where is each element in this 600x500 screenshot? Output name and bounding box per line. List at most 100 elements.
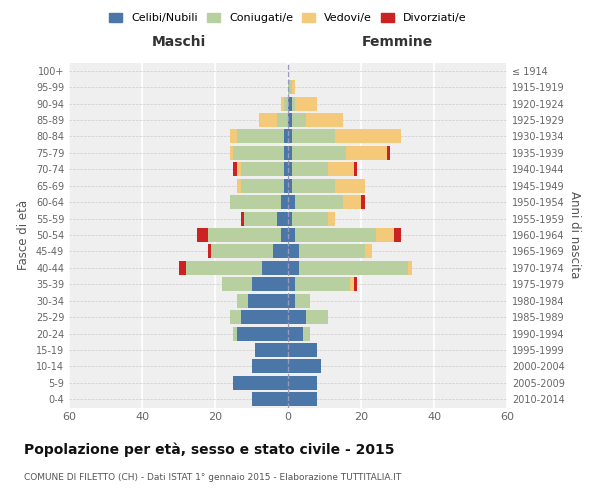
Bar — [288, 261, 299, 275]
Bar — [299, 244, 365, 258]
Bar — [251, 392, 288, 406]
Bar — [376, 228, 394, 242]
Bar — [302, 326, 310, 340]
Bar — [241, 310, 288, 324]
Bar — [277, 212, 288, 226]
Bar — [292, 96, 295, 110]
Bar — [251, 360, 288, 374]
Bar — [295, 294, 310, 308]
Y-axis label: Anni di nascita: Anni di nascita — [568, 192, 581, 278]
Text: Femmine: Femmine — [362, 36, 433, 50]
Bar — [248, 294, 288, 308]
Bar — [288, 130, 292, 143]
Text: COMUNE DI FILETTO (CH) - Dati ISTAT 1° gennaio 2015 - Elaborazione TUTTITALIA.IT: COMUNE DI FILETTO (CH) - Dati ISTAT 1° g… — [24, 472, 401, 482]
Bar — [284, 178, 288, 192]
Bar — [292, 178, 335, 192]
Bar — [354, 278, 358, 291]
Bar — [284, 146, 288, 160]
Bar — [288, 326, 302, 340]
Bar — [292, 146, 346, 160]
Bar — [255, 343, 288, 357]
Bar — [281, 228, 288, 242]
Bar — [230, 146, 233, 160]
Bar — [346, 146, 386, 160]
Bar — [288, 146, 292, 160]
Bar — [281, 96, 284, 110]
Bar — [292, 212, 328, 226]
Bar — [251, 278, 288, 291]
Bar — [241, 162, 284, 176]
Text: Popolazione per età, sesso e stato civile - 2015: Popolazione per età, sesso e stato civil… — [24, 442, 395, 457]
Bar — [230, 195, 281, 209]
Bar — [394, 228, 401, 242]
Bar — [179, 261, 186, 275]
Bar — [288, 278, 295, 291]
Bar — [288, 360, 321, 374]
Bar — [233, 376, 288, 390]
Bar — [241, 178, 284, 192]
Bar — [295, 195, 343, 209]
Bar — [288, 113, 292, 127]
Bar — [386, 146, 390, 160]
Bar — [306, 310, 328, 324]
Bar — [237, 178, 241, 192]
Bar — [409, 261, 412, 275]
Bar — [295, 228, 376, 242]
Bar — [292, 80, 295, 94]
Text: Maschi: Maschi — [151, 36, 206, 50]
Bar — [237, 294, 248, 308]
Bar — [295, 96, 317, 110]
Y-axis label: Fasce di età: Fasce di età — [17, 200, 30, 270]
Bar — [328, 162, 354, 176]
Bar — [354, 162, 358, 176]
Bar — [288, 162, 292, 176]
Bar — [244, 212, 277, 226]
Bar — [335, 130, 401, 143]
Bar — [288, 80, 292, 94]
Bar — [274, 244, 288, 258]
Bar — [208, 244, 211, 258]
Bar — [284, 130, 288, 143]
Bar — [211, 244, 274, 258]
Bar — [208, 228, 281, 242]
Bar — [288, 178, 292, 192]
Bar — [233, 146, 284, 160]
Bar — [288, 195, 295, 209]
Bar — [233, 326, 237, 340]
Bar — [237, 162, 241, 176]
Bar — [237, 130, 284, 143]
Bar — [186, 261, 262, 275]
Bar — [288, 212, 292, 226]
Bar — [277, 113, 288, 127]
Bar — [288, 310, 306, 324]
Bar — [295, 278, 350, 291]
Bar — [262, 261, 288, 275]
Bar — [288, 228, 295, 242]
Bar — [233, 162, 237, 176]
Bar — [292, 162, 328, 176]
Bar — [343, 195, 361, 209]
Bar — [288, 96, 292, 110]
Bar — [365, 244, 372, 258]
Bar — [237, 326, 288, 340]
Bar — [299, 261, 409, 275]
Legend: Celibi/Nubili, Coniugati/e, Vedovi/e, Divorziati/e: Celibi/Nubili, Coniugati/e, Vedovi/e, Di… — [105, 8, 471, 28]
Bar — [230, 310, 241, 324]
Bar — [259, 113, 277, 127]
Bar — [230, 130, 237, 143]
Bar — [288, 376, 317, 390]
Bar — [288, 392, 317, 406]
Bar — [284, 96, 288, 110]
Bar — [241, 212, 244, 226]
Bar — [284, 162, 288, 176]
Bar — [361, 195, 365, 209]
Bar — [292, 113, 306, 127]
Bar — [306, 113, 343, 127]
Bar — [328, 212, 335, 226]
Bar — [292, 130, 335, 143]
Bar — [223, 278, 251, 291]
Bar — [288, 244, 299, 258]
Bar — [335, 178, 365, 192]
Bar — [350, 278, 354, 291]
Bar — [197, 228, 208, 242]
